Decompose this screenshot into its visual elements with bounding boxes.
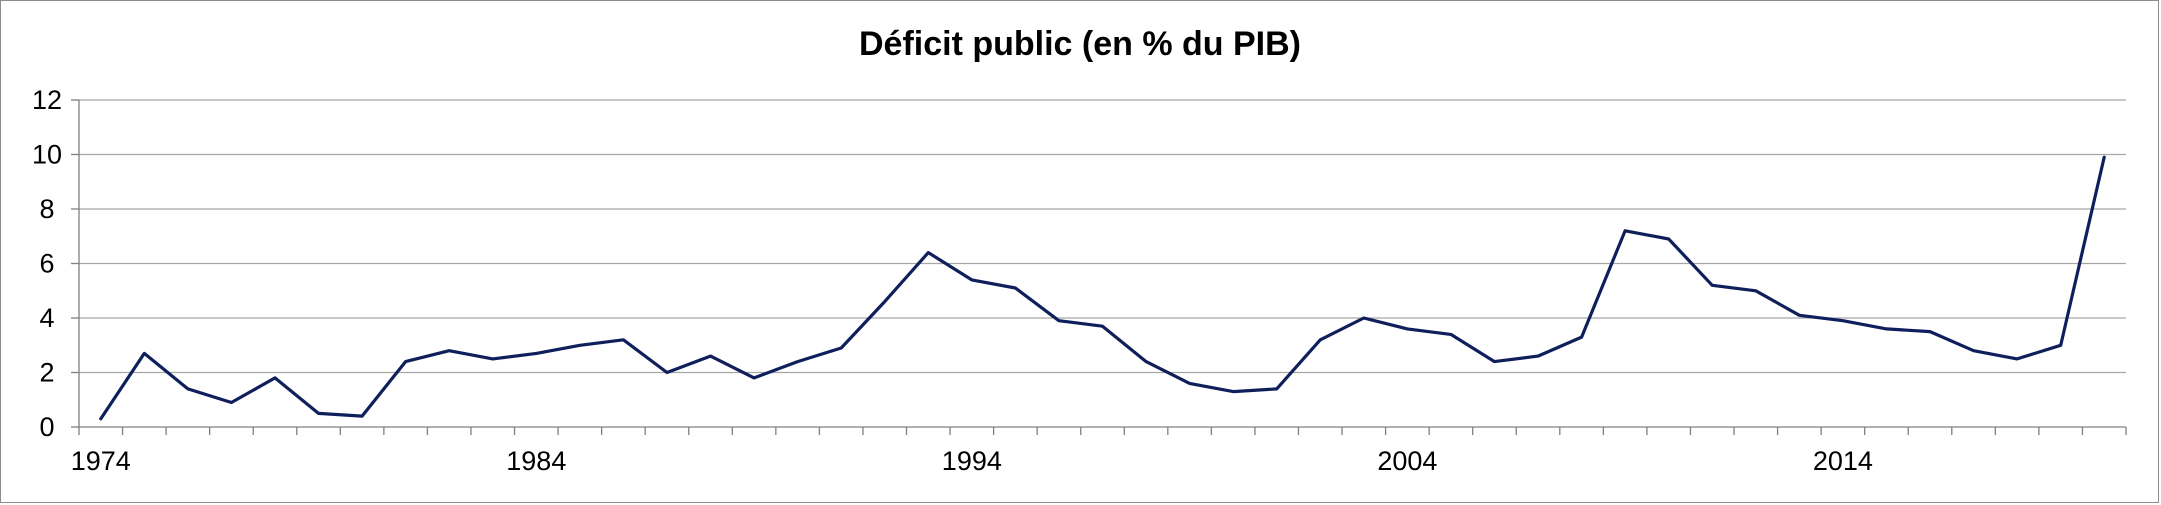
y-tick-label: 10 xyxy=(32,140,62,170)
x-tick-label: 1974 xyxy=(71,446,131,476)
x-tick-label: 1994 xyxy=(942,446,1002,476)
series-group xyxy=(99,155,2106,421)
y-tick-label: 8 xyxy=(39,194,54,224)
y-tick-label: 0 xyxy=(39,412,54,442)
x-tick-label: 2014 xyxy=(1813,446,1873,476)
y-tick-label: 2 xyxy=(39,358,54,388)
y-tick-label: 6 xyxy=(39,249,54,279)
y-axis-ticks: 0 2 4 6 8 10 12 xyxy=(32,85,79,442)
x-tick-label: 2004 xyxy=(1377,446,1437,476)
x-tick-label: 1984 xyxy=(506,446,566,476)
x-axis-ticks: 1974 1984 1994 2004 2014 xyxy=(71,427,2127,476)
y-tick-label: 12 xyxy=(32,85,62,115)
gridlines xyxy=(79,99,2126,374)
chart-title: Déficit public (en % du PIB) xyxy=(859,25,1301,63)
y-tick-label: 4 xyxy=(39,303,54,333)
series-line xyxy=(99,155,2106,421)
